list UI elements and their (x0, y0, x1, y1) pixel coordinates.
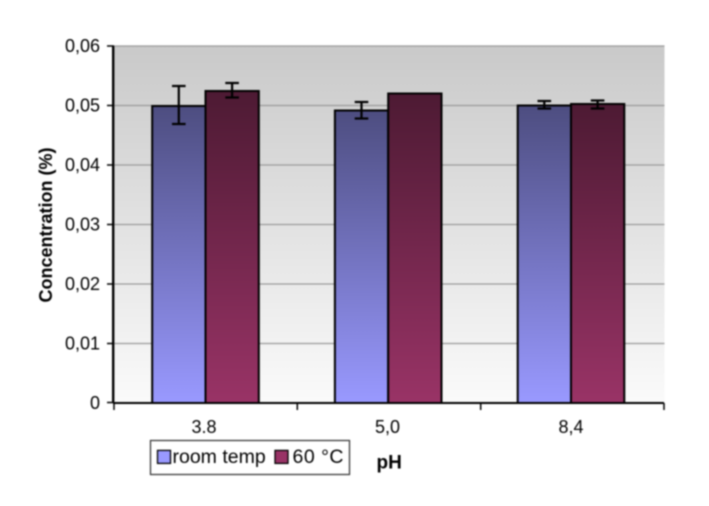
svg-text:pH: pH (377, 453, 402, 474)
svg-text:0,04: 0,04 (65, 155, 100, 175)
svg-text:8,4: 8,4 (558, 417, 583, 437)
svg-text:0,01: 0,01 (65, 334, 100, 354)
svg-text:60 °C: 60 °C (293, 446, 345, 468)
svg-text:0,02: 0,02 (65, 274, 100, 294)
svg-text:Concentration (%): Concentration (%) (36, 147, 56, 302)
svg-text:3.8: 3.8 (191, 417, 216, 437)
svg-text:0: 0 (90, 393, 100, 413)
svg-text:0,06: 0,06 (65, 36, 100, 56)
svg-text:0,05: 0,05 (65, 96, 100, 116)
svg-text:0,03: 0,03 (65, 215, 100, 235)
svg-text:room temp: room temp (173, 446, 266, 468)
svg-text:5,0: 5,0 (375, 417, 400, 437)
